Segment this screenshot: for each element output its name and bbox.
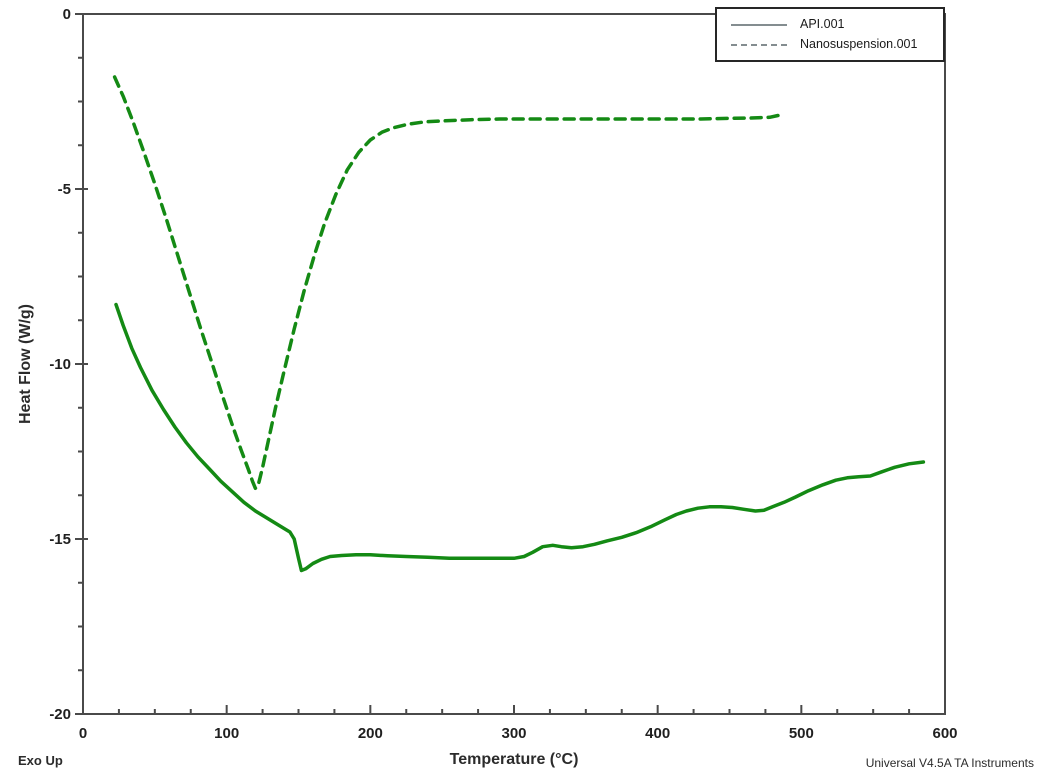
legend: API.001 Nanosuspension.001 bbox=[715, 7, 945, 62]
legend-label: Nanosuspension.001 bbox=[800, 37, 918, 51]
exo-up-label: Exo Up bbox=[18, 753, 63, 768]
x-tick-label: 300 bbox=[501, 725, 526, 742]
y-tick-label: -20 bbox=[49, 706, 71, 723]
y-tick-label: 0 bbox=[63, 6, 71, 23]
y-axis-title: Heat Flow (W/g) bbox=[17, 304, 34, 424]
x-axis-title: Temperature (°C) bbox=[449, 751, 579, 768]
x-axis-ticks bbox=[82, 705, 946, 714]
tick-labels: 0 100 200 300 400 500 600 0 -5 -10 -15 -20 bbox=[49, 6, 957, 742]
x-tick-label: 500 bbox=[789, 725, 814, 742]
x-tick-label: 0 bbox=[79, 725, 87, 742]
legend-item: API.001 bbox=[731, 17, 933, 32]
x-tick-label: 600 bbox=[932, 725, 957, 742]
x-tick-label: 100 bbox=[214, 725, 239, 742]
legend-item: Nanosuspension.001 bbox=[731, 37, 933, 52]
series-curve-dashed bbox=[112, 75, 783, 491]
y-tick-label: -10 bbox=[49, 356, 71, 373]
series-curve-solid bbox=[114, 302, 926, 573]
x-tick-label: 200 bbox=[358, 725, 383, 742]
y-tick-label: -15 bbox=[49, 531, 71, 548]
instrument-credit: Universal V4.5A TA Instruments bbox=[865, 756, 1034, 770]
legend-label: API.001 bbox=[800, 17, 845, 31]
x-tick-label: 400 bbox=[645, 725, 670, 742]
y-axis-ticks bbox=[75, 13, 88, 715]
legend-solid-line-swatch bbox=[731, 23, 787, 26]
y-tick-label: -5 bbox=[58, 181, 71, 198]
legend-dashed-line-swatch bbox=[731, 43, 787, 46]
